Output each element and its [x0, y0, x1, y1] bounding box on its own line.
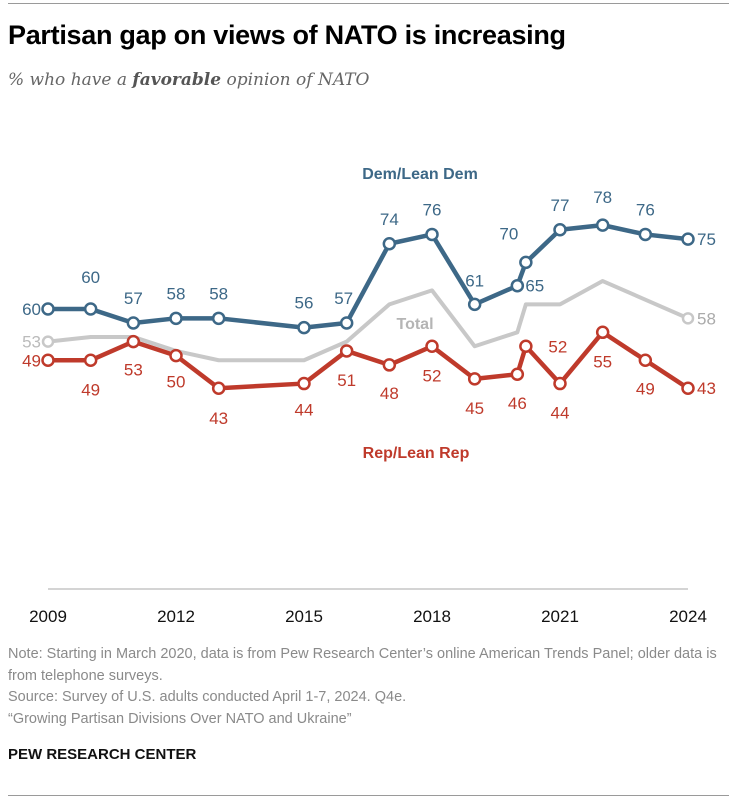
dem-data-label: 58 — [209, 284, 228, 303]
subtitle-bold: favorable — [132, 70, 222, 90]
rep-point — [425, 339, 439, 354]
dem-data-label: 58 — [167, 284, 186, 303]
chart-notes: Note: Starting in March 2020, data is fr… — [8, 644, 733, 730]
dem-point — [83, 302, 98, 316]
note-text: Note: Starting in March 2020, data is fr… — [8, 646, 717, 684]
rep-data-label: 45 — [465, 399, 484, 418]
rep-point — [638, 353, 653, 368]
dem-data-label: 76 — [636, 200, 655, 219]
source-text: Source: Survey of U.S. adults conducted … — [8, 689, 407, 705]
rep-data-label: 55 — [593, 352, 612, 371]
rep-point — [211, 381, 226, 395]
dem-data-label: 60 — [81, 268, 100, 287]
rep-data-label: 52 — [423, 366, 442, 385]
brand-logo-text: PEW RESEARCH CENTER — [8, 746, 197, 763]
dem-point — [297, 320, 311, 335]
total-line — [47, 279, 689, 363]
dem-point — [595, 218, 610, 232]
x-tick-label: 2021 — [541, 607, 579, 626]
dem-data-label: 78 — [593, 188, 612, 207]
rep-point — [510, 367, 525, 381]
rep-data-label: 44 — [295, 401, 314, 420]
rep-data-label: 53 — [124, 361, 143, 380]
dem-data-label: 56 — [295, 294, 314, 313]
rep-data-label: 46 — [508, 394, 527, 413]
dem-point — [339, 316, 354, 330]
rep-data-label: 43 — [209, 409, 228, 428]
dem-line — [48, 222, 689, 330]
rep-point — [467, 372, 482, 386]
rep-point — [126, 334, 141, 349]
dem-point — [382, 237, 397, 251]
chart-title: Partisan gap on views of NATO is increas… — [8, 20, 566, 50]
dem-data-label: 77 — [551, 196, 570, 215]
x-tick-label: 2012 — [157, 607, 195, 626]
dem-point — [126, 316, 141, 330]
dem-point — [425, 227, 439, 242]
rep-data-label: 49 — [22, 351, 41, 370]
rep-series-label: Rep/Lean Rep — [363, 445, 470, 462]
rep-point — [169, 348, 183, 363]
dem-point — [467, 297, 482, 312]
rep-line — [48, 330, 690, 391]
x-tick-label: 2009 — [29, 607, 67, 626]
x-tick-label: 2015 — [285, 607, 323, 626]
total-data-label: 53 — [22, 333, 41, 352]
rep-point — [41, 353, 55, 368]
dem-data-label: 70 — [499, 224, 518, 243]
subtitle-pre: % who have a — [8, 70, 133, 90]
dem-data-label: 74 — [380, 210, 399, 229]
rep-point — [83, 353, 98, 368]
subtitle-post: opinion of NATO — [221, 70, 370, 90]
report-title: “Growing Partisan Divisions Over NATO an… — [8, 710, 352, 727]
dem-data-label: 57 — [124, 289, 143, 308]
rep-point — [681, 381, 695, 395]
rep-point — [339, 344, 354, 358]
rep-data-label: 44 — [551, 404, 570, 423]
rep-point — [297, 376, 311, 391]
dem-point — [681, 232, 695, 246]
rep-point — [553, 376, 567, 391]
rep-point — [519, 339, 533, 354]
rep-point — [595, 325, 610, 340]
dem-point — [638, 227, 653, 242]
dem-data-label: 61 — [465, 271, 484, 290]
total-data-label: 58 — [697, 309, 716, 328]
dem-point — [169, 311, 183, 326]
rep-data-label: 51 — [337, 371, 356, 390]
dem-series-label: Dem/Lean Dem — [362, 166, 478, 183]
dem-data-label: 57 — [334, 289, 353, 308]
top-divider — [8, 3, 729, 4]
rep-data-label: 52 — [548, 337, 567, 356]
x-tick-label: 2024 — [669, 607, 707, 626]
dem-point — [211, 311, 226, 326]
dem-data-label: 60 — [22, 300, 41, 319]
rep-data-label: 43 — [697, 379, 716, 398]
x-tick-label: 2018 — [413, 607, 451, 626]
rep-data-label: 49 — [636, 379, 655, 398]
dem-data-label: 76 — [423, 200, 442, 219]
dem-point — [41, 302, 55, 316]
dem-data-label: 65 — [525, 277, 544, 296]
dem-data-label: 75 — [697, 230, 716, 249]
total-point — [681, 312, 695, 325]
rep-point — [382, 358, 397, 372]
total-point — [41, 335, 55, 348]
total-series-label: Total — [396, 316, 433, 333]
rep-data-label: 48 — [380, 384, 399, 403]
dem-point — [510, 278, 525, 293]
dem-point — [519, 255, 533, 270]
rep-data-label: 49 — [81, 380, 100, 399]
line-chart: 2009 2012 2015 2018 2021 2024 60 60 57 58 58 56 57 74… — [22, 166, 716, 626]
rep-data-label: 50 — [167, 373, 186, 392]
chart-subtitle: % who have a favorable opinion of NATO — [8, 70, 369, 90]
dem-point — [553, 223, 567, 237]
bottom-divider — [8, 795, 729, 796]
